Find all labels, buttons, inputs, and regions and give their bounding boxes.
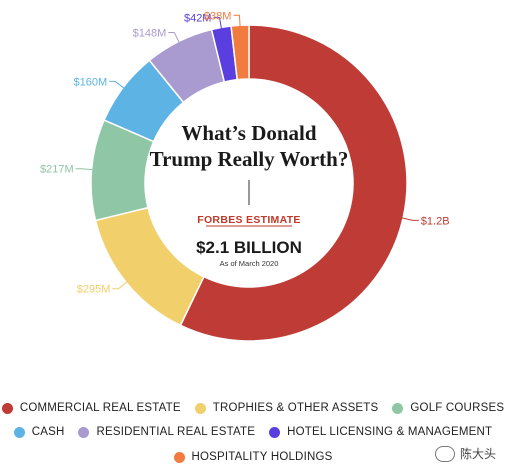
data-label-hotel-licensing-and-management: $42M (184, 13, 212, 25)
legend-label: CASH (31, 426, 65, 438)
data-label-cash: $160M (74, 76, 108, 88)
data-label-residential-real-estate: $148M (133, 28, 167, 40)
slice-commercial-real-estate (179, 24, 408, 342)
legend-label: HOTEL LICENSING & MANAGEMENT (287, 426, 493, 438)
legend-item-commercial-real-estate: COMMERCIAL REAL ESTATE (1, 402, 181, 414)
legend-swatch (392, 402, 404, 414)
slice-trophies-and-other-assets (94, 206, 205, 327)
legend-swatch (194, 402, 206, 414)
chart-title-line-1: What’s Donald (181, 121, 316, 145)
data-label-golf-courses: $217M (40, 164, 74, 176)
legend-item-residential-real-estate: RESIDENTIAL REAL ESTATE (78, 426, 255, 438)
legend-row-3: HOSPITALITY HOLDINGS (0, 451, 506, 463)
legend-label: GOLF COURSES (410, 402, 505, 414)
leader-line-hospitality-holdings (233, 14, 241, 28)
legend-item-trophies-and-other-assets: TROPHIES & OTHER ASSETS (194, 402, 379, 414)
legend-swatch (269, 426, 281, 438)
data-label-trophies-and-other-assets: $295M (77, 284, 111, 296)
watermark-text: 陈大头 (459, 447, 496, 461)
estimate-label: FORBES ESTIMATE (197, 214, 300, 226)
chart-title-line-2: Trump Really Worth? (150, 147, 349, 171)
legend-label: HOSPITALITY HOLDINGS (191, 451, 333, 463)
legend-swatch (78, 426, 90, 438)
watermark: 陈大头 (434, 445, 496, 462)
leader-line-golf-courses (75, 168, 94, 171)
data-label-commercial-real-estate: $1.2B (421, 215, 450, 227)
legend-label: COMMERCIAL REAL ESTATE (19, 402, 181, 414)
legend-label: RESIDENTIAL REAL ESTATE (96, 426, 256, 438)
legend-label: TROPHIES & OTHER ASSETS (212, 402, 379, 414)
data-label-hospitality-holdings: $38M (204, 10, 232, 22)
leader-line-trophies-and-other-assets (112, 280, 129, 290)
legend-swatch (1, 402, 13, 414)
legend-item-hospitality-holdings: HOSPITALITY HOLDINGS (173, 451, 333, 463)
total-value: $2.1 BILLION (196, 238, 302, 257)
leader-line-residential-real-estate (168, 32, 181, 44)
legend-swatch (13, 426, 25, 438)
legend-row-1: COMMERCIAL REAL ESTATE TROPHIES & OTHER A… (0, 402, 506, 414)
as-of-date: As of March 2020 (220, 259, 279, 268)
leader-line-commercial-real-estate (400, 217, 419, 221)
wechat-icon (434, 445, 455, 462)
legend-item-cash: CASH (13, 426, 65, 438)
leader-line-hotel-licensing-and-management (213, 17, 223, 30)
legend-swatch (173, 451, 185, 463)
slice-hospitality-holdings (230, 24, 250, 81)
donut-chart: $1.2B $295M $217M $160M $148M $42M$38M What’s… (40, 10, 450, 342)
leader-line-cash (109, 80, 126, 90)
legend-item-hotel-licensing-and-management: HOTEL LICENSING & MANAGEMENT (269, 426, 492, 438)
legend-item-golf-courses: GOLF COURSES (392, 402, 504, 414)
legend-row-2: CASH RESIDENTIAL REAL ESTATE HOTEL LICENSI… (0, 426, 506, 438)
